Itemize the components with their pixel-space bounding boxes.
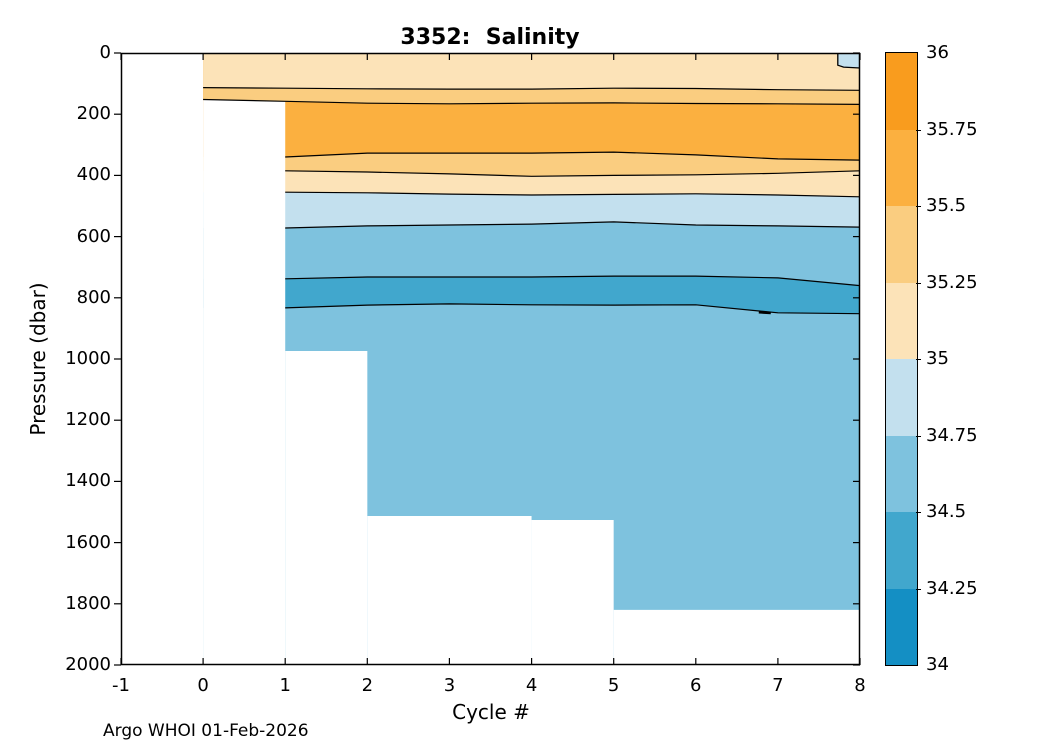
chart-title: 3352: Salinity <box>400 25 580 50</box>
colorbar-band <box>886 129 917 206</box>
colorbar-tick-label: 35.25 <box>926 271 978 293</box>
colorbar-tick-label: 34.5 <box>926 501 967 522</box>
y-tick-label: 800 <box>76 286 111 308</box>
colorbar-tick-label: 35 <box>926 348 949 369</box>
colorbar-band <box>886 435 917 512</box>
colorbar-tick-label: 34.75 <box>926 424 978 446</box>
x-tick-label: 3 <box>443 675 456 696</box>
y-tick-label: 2000 <box>65 654 111 675</box>
x-tick-label: -1 <box>112 675 130 696</box>
y-tick-label: 1600 <box>65 531 111 553</box>
x-tick-label: 4 <box>525 675 538 696</box>
data-gap-mask <box>613 609 860 665</box>
x-tick-label: 2 <box>361 675 374 696</box>
data-gap-mask <box>531 519 614 665</box>
contour-line <box>285 151 861 161</box>
y-tick-label: 1200 <box>65 409 111 431</box>
y-tick-label: 600 <box>76 225 111 247</box>
salinity-min-blob <box>758 310 771 315</box>
colorbar-tick-label: 34.25 <box>926 577 978 599</box>
contour-line <box>203 98 861 105</box>
y-tick-label: 400 <box>76 164 111 186</box>
colorbar-tick-label: 34 <box>926 654 949 675</box>
x-tick-label: 1 <box>279 675 291 696</box>
surface-fresh-patch <box>837 53 860 68</box>
x-tick-label: 0 <box>197 675 209 696</box>
colorbar-tick <box>916 435 921 437</box>
colorbar-tick <box>916 359 921 360</box>
data-gap-mask <box>285 351 368 665</box>
colorbar-tick-label: 35.5 <box>926 195 967 216</box>
x-axis-label: Cycle # <box>452 700 530 724</box>
annotation-text: Argo WHOI 01-Feb-2026 <box>103 721 309 741</box>
colorbar-tick <box>916 588 921 590</box>
y-tick-label: 200 <box>76 103 111 125</box>
data-gap-mask <box>367 515 532 665</box>
x-tick-label: 7 <box>772 675 784 696</box>
contour-line <box>285 221 861 229</box>
y-tick-label: 1000 <box>65 348 111 369</box>
colorbar-tick <box>916 206 921 207</box>
contour-line <box>285 170 861 177</box>
colorbar-band <box>886 53 917 130</box>
contour-line <box>285 275 861 287</box>
y-tick-label: 1400 <box>65 470 111 492</box>
colorbar-band <box>886 588 917 665</box>
contour-line <box>285 191 861 198</box>
contour-fill-layer <box>203 53 861 91</box>
colorbar <box>885 52 918 666</box>
y-tick-label: 0 <box>99 42 111 63</box>
colorbar-band <box>886 359 917 436</box>
surface-fresh-patch-outline <box>837 53 861 69</box>
colorbar-band <box>886 282 917 359</box>
colorbar-tick-label: 35.75 <box>926 118 978 140</box>
contour-plot-area <box>114 52 861 666</box>
colorbar-tick <box>916 129 921 131</box>
colorbar-tick <box>916 282 921 284</box>
colorbar-tick-label: 36 <box>926 42 949 63</box>
colorbar-tick <box>916 512 921 513</box>
data-gap-mask <box>203 99 286 665</box>
colorbar-band <box>886 206 917 283</box>
y-tick-label: 1800 <box>65 592 111 614</box>
x-tick-label: 8 <box>854 675 866 696</box>
x-tick-label: 6 <box>690 675 702 696</box>
colorbar-band <box>886 512 917 589</box>
x-tick-label: 5 <box>607 675 620 696</box>
contour-line <box>203 87 861 91</box>
